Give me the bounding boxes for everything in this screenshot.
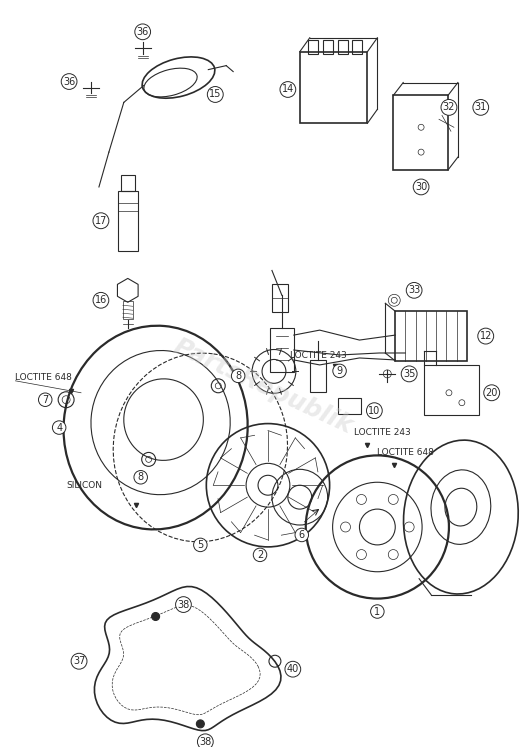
Text: LOCTITE 648: LOCTITE 648 [15, 374, 72, 382]
Bar [118, 191, 138, 250]
Circle shape [197, 720, 204, 728]
Text: 7: 7 [42, 394, 48, 405]
Text: 40: 40 [287, 664, 299, 675]
Text: SILICON: SILICON [66, 481, 102, 490]
Bar [310, 360, 326, 391]
Text: 30: 30 [415, 182, 427, 192]
Text: 17: 17 [95, 216, 107, 226]
Bar [123, 301, 133, 319]
Text: 9: 9 [337, 366, 343, 376]
Text: LOCTITE 243: LOCTITE 243 [290, 352, 347, 361]
Text: 20: 20 [485, 388, 498, 397]
Text: 12: 12 [480, 331, 492, 341]
Text: 10: 10 [368, 406, 380, 415]
Text: 5: 5 [197, 540, 203, 550]
Text: 8: 8 [138, 472, 144, 483]
Text: 38: 38 [199, 737, 211, 747]
Bar [395, 311, 467, 361]
Text: 4: 4 [56, 423, 62, 433]
Bar [121, 175, 135, 191]
Bar [338, 40, 347, 54]
Text: 35: 35 [403, 369, 415, 379]
Bar [272, 285, 288, 312]
Text: 36: 36 [136, 27, 149, 37]
Text: 33: 33 [408, 285, 420, 295]
Text: 38: 38 [177, 600, 190, 610]
Bar [308, 40, 318, 54]
Text: 8: 8 [235, 371, 241, 381]
Text: 32: 32 [443, 102, 455, 112]
Text: 2: 2 [257, 550, 263, 560]
Text: 14: 14 [282, 84, 294, 94]
Bar [353, 40, 363, 54]
Text: 36: 36 [63, 76, 75, 87]
Text: LOCTITE 648: LOCTITE 648 [377, 448, 434, 457]
Text: 37: 37 [73, 656, 85, 666]
Text: PartsRepublik: PartsRepublik [170, 334, 357, 438]
Bar [323, 40, 333, 54]
Text: 31: 31 [475, 102, 487, 112]
Text: LOCTITE 243: LOCTITE 243 [355, 428, 411, 437]
Text: 16: 16 [95, 295, 107, 306]
Circle shape [152, 613, 160, 621]
Text: 6: 6 [299, 530, 305, 540]
Text: 1: 1 [374, 607, 380, 616]
Text: 15: 15 [209, 90, 221, 99]
